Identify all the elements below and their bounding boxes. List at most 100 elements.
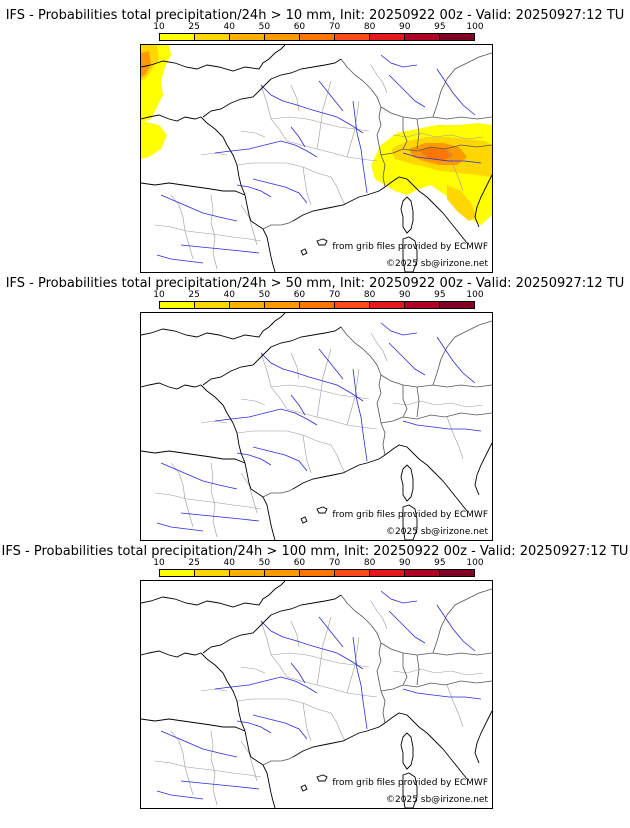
coastline [202, 326, 342, 386]
region-boundary [154, 760, 262, 778]
coastline [402, 504, 418, 540]
region-boundary [392, 668, 484, 676]
colorbar: 10 25 40 50 60 70 80 90 95 100 [153, 558, 484, 578]
copyright-credit: ©2025 sb@irizone.net [386, 795, 488, 805]
region-boundary [200, 688, 228, 692]
river-line [436, 336, 476, 384]
country-border [402, 117, 408, 150]
coastline [402, 772, 418, 808]
colorbar-tick: 40 [223, 558, 235, 568]
colorbar-tick: 10 [153, 290, 165, 300]
precip-area [419, 147, 453, 161]
region-boundary [236, 698, 332, 714]
region-boundary [236, 430, 332, 446]
river-line [252, 446, 308, 472]
river-line [380, 590, 418, 604]
river-line [380, 322, 418, 336]
region-boundary [346, 100, 360, 158]
coastline [402, 236, 418, 272]
coastline [292, 454, 386, 490]
colorbar: 10 25 40 50 60 70 80 90 95 100 [153, 290, 484, 310]
colorbar-segment [440, 34, 474, 40]
coastline [262, 228, 276, 272]
colorbar-segment [265, 570, 300, 576]
colorbar-tick: 70 [328, 22, 341, 32]
map-panel-50mm: IFS - Probabilities total precipitation/… [0, 276, 630, 546]
country-border [402, 385, 408, 418]
region-boundary [446, 148, 464, 192]
panel-title: IFS - Probabilities total precipitation/… [5, 276, 625, 291]
precip-area [141, 51, 151, 77]
grib-credit: from grib files provided by ECMWF [332, 510, 488, 520]
river-line [388, 610, 426, 644]
colorbar-tick: 25 [188, 22, 200, 32]
colorbar-segment [370, 34, 405, 40]
region-boundary [330, 712, 346, 742]
region-boundary [392, 400, 484, 408]
region-boundary [446, 684, 464, 728]
colorbar-segment [335, 570, 370, 576]
colorbar-segment [405, 302, 440, 308]
country-border [262, 220, 294, 230]
coastline [400, 196, 414, 234]
river-line [252, 178, 308, 204]
river-line [402, 420, 482, 432]
region-boundary [170, 462, 194, 528]
river-line [402, 152, 482, 164]
river-line [236, 720, 272, 734]
coastline [141, 718, 246, 732]
region-boundary [240, 130, 266, 138]
river-line [436, 68, 476, 116]
colorbar-segment [160, 570, 195, 576]
region-boundary [240, 472, 258, 514]
river-line [260, 352, 364, 402]
colorbar-tick: 95 [434, 558, 446, 568]
colorbar-segment [300, 302, 335, 308]
colorbar: 10 25 40 50 60 70 80 90 95 100 [153, 22, 484, 42]
colorbar-tick: 90 [399, 290, 411, 300]
colorbar-segment [230, 570, 265, 576]
region-boundary [370, 600, 388, 630]
map-frame: from grib files provided by ECMWF ©2025 … [140, 580, 493, 809]
country-border [340, 594, 386, 724]
colorbar-ticks: 10 25 40 50 60 70 80 90 95 100 [153, 22, 483, 32]
river-line [156, 790, 204, 800]
country-border [380, 374, 492, 388]
colorbar-tick: 100 [466, 22, 484, 32]
colorbar-segment [370, 570, 405, 576]
region-boundary [286, 408, 378, 430]
region-boundary [154, 224, 262, 242]
river-line [352, 100, 368, 194]
colorbar-tick: 40 [223, 290, 235, 300]
region-boundary [302, 166, 312, 206]
colorbar-segment [370, 302, 405, 308]
river-line [180, 244, 260, 254]
coastline [141, 313, 286, 340]
colorbar-tick: 60 [293, 558, 306, 568]
region-boundary [240, 204, 258, 246]
river-line [252, 714, 308, 740]
colorbar-tick: 10 [153, 22, 165, 32]
coastline [141, 45, 286, 72]
colorbar-tick: 50 [258, 22, 271, 32]
colorbar-ticks: 10 25 40 50 60 70 80 90 95 100 [153, 290, 483, 300]
region-boundary [170, 730, 194, 796]
region-boundary [302, 434, 312, 474]
region-boundary [260, 352, 288, 410]
region-boundary [330, 176, 346, 206]
colorbar-segment [300, 570, 335, 576]
coastline [141, 382, 246, 464]
region-boundary [210, 730, 218, 806]
river-line [380, 54, 418, 68]
colorbar-tick: 95 [434, 22, 446, 32]
region-boundary [316, 348, 332, 418]
region-boundary [210, 194, 218, 270]
river-line [388, 342, 426, 376]
river-line [352, 368, 368, 462]
country-border [380, 144, 492, 156]
country-border [432, 52, 492, 118]
river-line [352, 636, 368, 730]
colorbar-bar [159, 569, 475, 577]
colorbar-tick: 50 [258, 290, 271, 300]
river-line [388, 74, 426, 108]
